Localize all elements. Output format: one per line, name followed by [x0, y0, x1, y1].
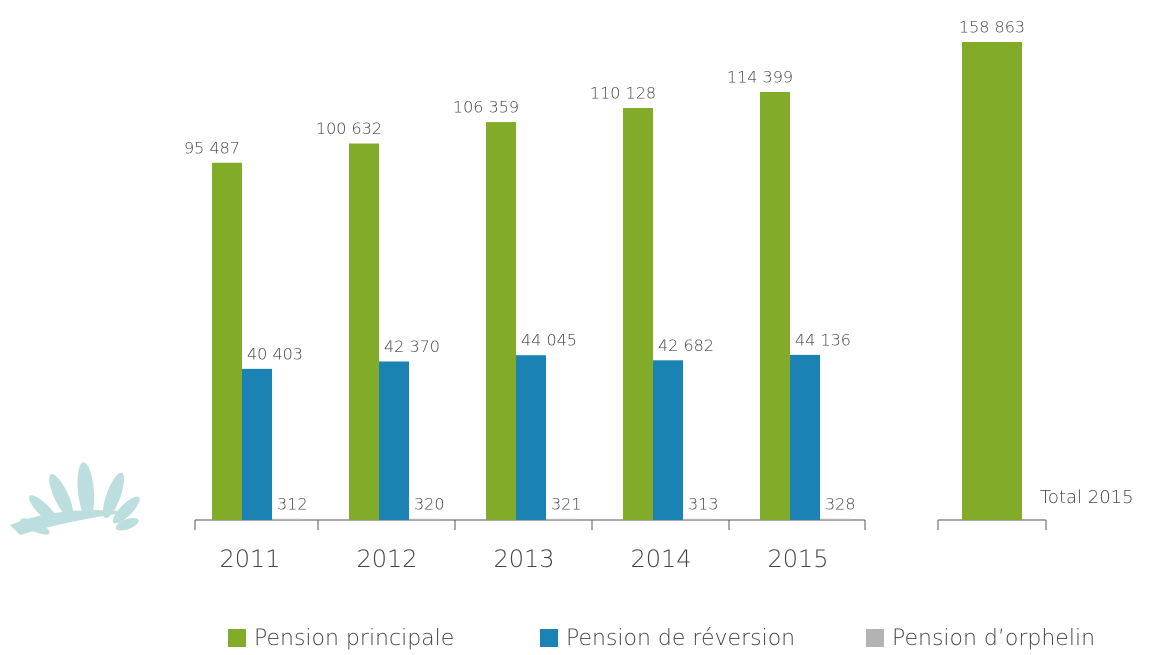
legend-label: Pension d’orphelin: [892, 626, 1095, 651]
value-label: 312: [277, 494, 308, 513]
bar: [516, 355, 546, 520]
bar: [962, 42, 1022, 520]
bar: [242, 368, 272, 520]
value-label: 42 682: [658, 336, 714, 355]
legend-label: Pension principale: [254, 626, 454, 651]
value-label: 44 045: [521, 331, 577, 350]
x-tick-label: 2013: [493, 545, 554, 573]
bar: [212, 162, 242, 520]
value-label: 114 399: [727, 68, 793, 87]
bar: [272, 518, 302, 520]
bar: [409, 518, 439, 520]
x-tick-label: 2012: [356, 545, 417, 573]
bar: [653, 360, 683, 520]
value-label: 40 403: [247, 344, 303, 363]
value-label: 313: [688, 494, 719, 513]
value-label: 44 136: [795, 330, 851, 349]
bar: [760, 92, 790, 520]
value-label: 42 370: [384, 337, 440, 356]
bar: [546, 518, 576, 520]
value-label: 320: [414, 494, 445, 513]
x-tick-label: 2014: [630, 545, 691, 573]
x-tick-label: 2015: [767, 545, 828, 573]
bar: [820, 518, 850, 520]
value-label: 100 632: [316, 119, 382, 138]
value-label: 110 128: [590, 83, 656, 102]
bar: [790, 354, 820, 520]
legend-label: Pension de réversion: [566, 626, 795, 651]
bar: [683, 518, 713, 520]
legend-swatch: [540, 629, 558, 647]
x-tick-label: 2011: [219, 545, 280, 573]
legend-swatch: [228, 629, 246, 647]
value-label: 106 359: [453, 98, 519, 117]
value-label: 328: [825, 494, 856, 513]
bar: [349, 143, 379, 521]
logo: [10, 462, 140, 535]
bar: [623, 107, 653, 520]
x-tick-label: Total 2015: [1040, 487, 1134, 508]
legend-swatch: [866, 629, 884, 647]
value-label: 321: [551, 494, 582, 513]
bar: [486, 122, 516, 520]
value-label: 158 863: [959, 18, 1025, 37]
value-label: 95 487: [184, 138, 240, 157]
bar: [379, 361, 409, 520]
